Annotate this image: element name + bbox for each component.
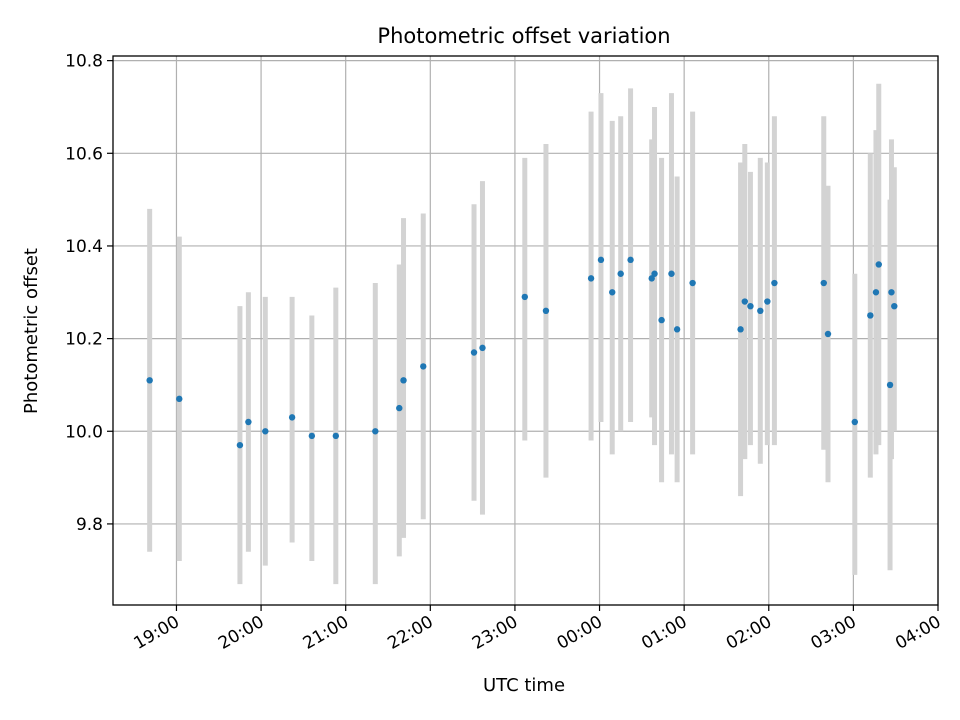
data-point: [741, 298, 748, 305]
data-point: [308, 432, 316, 440]
data-point: [771, 279, 778, 287]
data-point: [420, 363, 427, 370]
data-point: [891, 302, 898, 310]
data-points: [146, 256, 898, 449]
data-point: [851, 418, 858, 426]
y-axis-label: Photometric offset: [21, 248, 42, 414]
data-point: [820, 279, 827, 287]
y-tick-label: 10.6: [65, 144, 103, 164]
x-axis-label: UTC time: [483, 675, 565, 696]
data-point: [597, 256, 605, 264]
data-point: [176, 395, 183, 403]
chart-title: Photometric offset variation: [377, 24, 670, 48]
data-point: [875, 261, 882, 268]
data-point: [872, 289, 880, 296]
plot-area-frame: [112, 55, 939, 606]
data-point: [673, 326, 681, 333]
data-point: [470, 349, 478, 356]
data-point: [824, 330, 832, 338]
data-point: [587, 275, 595, 282]
y-tick-label: 10.8: [65, 52, 103, 72]
data-point: [867, 312, 874, 319]
data-point: [886, 381, 894, 389]
y-tick-label: 10.2: [65, 330, 103, 350]
data-point: [689, 279, 696, 287]
data-point: [757, 307, 764, 315]
data-point: [146, 377, 153, 384]
data-point: [396, 404, 403, 412]
data-point: [648, 275, 655, 282]
data-point: [288, 414, 296, 421]
data-point: [737, 326, 744, 333]
y-tick-label: 10.4: [65, 237, 103, 257]
data-point: [542, 307, 550, 315]
y-axis-ticks: 9.8 10.0 10.2 10.4 10.6 10.8: [65, 52, 113, 535]
data-point: [764, 298, 771, 305]
y-tick-label: 9.8: [76, 515, 103, 535]
data-point: [400, 377, 407, 384]
data-point: [651, 270, 658, 277]
data-point: [617, 270, 624, 277]
data-point: [332, 432, 340, 440]
data-point: [609, 289, 616, 296]
data-point: [627, 256, 634, 264]
data-point: [245, 418, 252, 426]
data-point: [888, 289, 895, 296]
data-point: [236, 441, 244, 449]
y-tick-label: 10.0: [65, 422, 103, 442]
data-point: [479, 344, 486, 352]
data-point: [668, 270, 675, 277]
data-point: [372, 428, 379, 435]
data-point: [747, 302, 754, 310]
data-point: [521, 293, 528, 301]
data-point: [658, 316, 665, 324]
data-point: [262, 428, 269, 435]
